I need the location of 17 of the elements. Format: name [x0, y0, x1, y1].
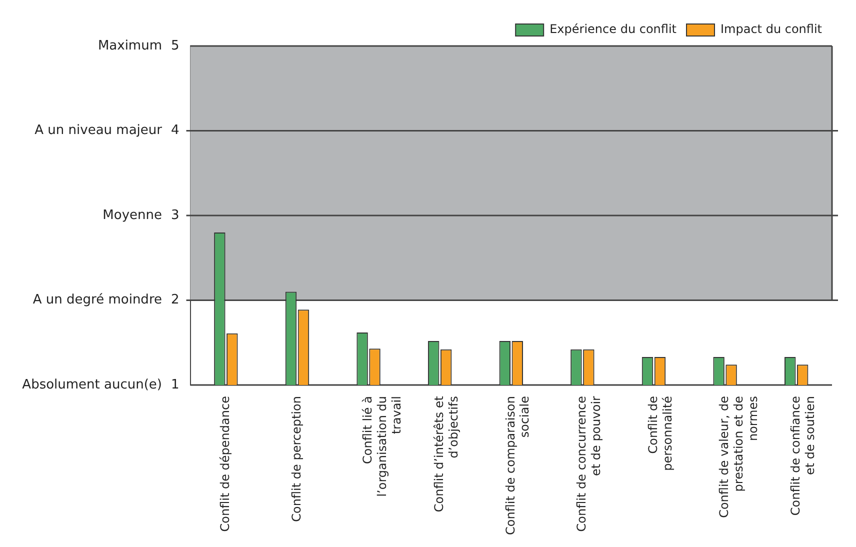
y-tick-label: 3: [170, 208, 180, 223]
ref-line-label: A un degré moindre: [32, 292, 162, 308]
text: Absolument aucun(e): [22, 377, 162, 392]
legend-label: Impact du conflit: [720, 22, 822, 36]
ref-line-label: A un niveau majeur: [34, 123, 163, 138]
x-tick-label: Conflit lié à l’organisation du travail: [360, 396, 404, 497]
x-tick-label: Conflit de comparaison sociale: [503, 396, 532, 536]
y-tick-label: 5: [170, 38, 180, 54]
x-tick-label: Conflit de valeur, de prestation et de normes: [717, 396, 760, 518]
y-tick-label: 4: [170, 123, 180, 138]
legend-label: Expérience du conflit: [550, 22, 677, 36]
y-tick-label: 1: [170, 377, 180, 392]
ref-line-label: Moyenne: [102, 208, 162, 223]
text: Maximum: [98, 38, 162, 54]
x-tick-label: Conflit de dépendance: [218, 396, 232, 532]
y-tick-label: 2: [170, 292, 180, 308]
x-tick-label: Conflit de perception: [289, 396, 304, 522]
